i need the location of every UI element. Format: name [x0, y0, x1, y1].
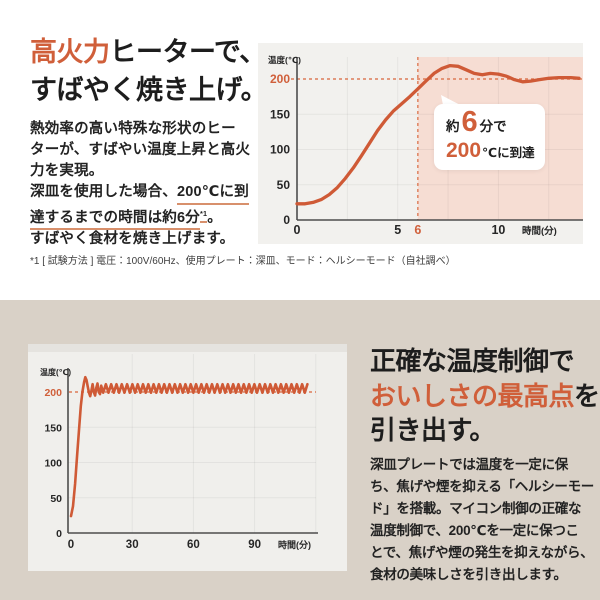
x-tick-label: 30 [126, 539, 139, 551]
text-line: とで、焦げや煙の発生を抑えながら、 [370, 542, 596, 564]
bottom-heading: 正確な温度制御で おいしさの最高点を 引き出す。 [370, 344, 600, 448]
text-run: 引き出す。 [370, 415, 495, 445]
text-line: 力を実現。 [30, 161, 250, 182]
x-axis-label: 時間(分) [522, 225, 557, 237]
text-run: 分で [479, 119, 507, 134]
top-section: 高火力ヒーターで、すばやく焼き上げ。 熱効率の高い特殊な形状のヒー ターが、すばや… [30, 33, 583, 267]
text-run: 力を実現。 [30, 163, 104, 179]
y-tick-label: 50 [277, 178, 291, 192]
y-tick-label: 100 [270, 143, 290, 157]
x-tick-label: 5 [394, 223, 401, 237]
text-run: を [574, 380, 600, 411]
text-run: 高火力 [30, 37, 110, 67]
y-tick-label: 100 [44, 458, 62, 470]
temperature-curve [69, 375, 309, 518]
callout-bubble: 約 6 分で 200 ℃に到達 [434, 104, 545, 170]
x-tick-label: 0 [294, 223, 301, 237]
control-chart-card: 0 50 100 150 200 0 30 60 90 温度(℃) 時間(分) [28, 344, 347, 571]
y-tick-label: 50 [50, 493, 62, 505]
x-axis-label: 時間(分) [278, 539, 311, 550]
text-line: ち、焦げや煙を抑える「ヘルシーモー [370, 476, 596, 498]
text-run: 深皿を使用した場合、 [30, 184, 177, 200]
text-run: 約 [446, 119, 460, 134]
text-run: 200 [446, 139, 482, 162]
text-line: 深皿を使用した場合、200℃に到 [30, 182, 250, 205]
text-run: ド」を搭載。マイコン制御の正確な [370, 500, 582, 516]
heatup-chart-panel: 0 50 100 150 200 0 5 6 10 温度(℃) 時間(分) 約 6 分で 200 ℃に到達 [258, 43, 583, 244]
y-axis-label: 温度(℃) [268, 55, 301, 65]
x-tick-label: 10 [491, 223, 505, 237]
y-tick-label: 150 [270, 107, 290, 121]
top-body-text: 熱効率の高い特殊な形状のヒー ターが、すばやい温度上昇と高火 力を実現。深皿を使用し… [30, 119, 250, 250]
y-tick-label: 200 [44, 387, 62, 399]
text-line: 熱効率の高い特殊な形状のヒー [30, 119, 250, 140]
text-run: 正確な温度制御で [370, 346, 575, 376]
text-line: 正確な温度制御で [370, 344, 596, 379]
callout-line-2: 200 ℃に到達 [446, 139, 535, 163]
bottom-body-text: 深皿プレートでは温度を一定に保ち、焦げや煙を抑える「ヘルシーモー ド」を搭載。マイ… [370, 454, 596, 586]
text-line: 引き出す。 [370, 413, 596, 448]
y-tick-label: 0 [56, 528, 62, 540]
y-axis-label: 温度(℃) [40, 367, 71, 377]
bottom-text-column: 正確な温度制御で おいしさの最高点を 引き出す。 深皿プレートでは温度を一定に保 ち、… [370, 344, 600, 586]
y-tick-label: 200 [270, 72, 290, 86]
x-tick-label: 0 [68, 539, 74, 551]
text-run: ℃に到達 [482, 146, 535, 160]
text-run: すばやく焼き上げ。 [30, 75, 268, 105]
text-line: 深皿プレートでは温度を一定に保 [370, 454, 596, 476]
text-line: すばやく食材を焼き上げます。 [30, 229, 250, 250]
text-run: 。 [207, 209, 222, 226]
y-tick-label: 150 [44, 422, 62, 434]
text-run: 200℃に到 [177, 184, 249, 205]
callout-line-1: 約 6 分で [446, 106, 535, 140]
bottom-section: 0 50 100 150 200 0 30 60 90 温度(℃) 時間(分) 正確な温度制御で おい… [0, 300, 600, 600]
text-run: ち、焦げや煙を抑える「ヘルシーモー [370, 478, 594, 494]
text-line: おいしさの最高点を [370, 379, 600, 414]
text-run: 深皿プレートでは温度を一定に保 [370, 456, 568, 472]
top-heading: 高火力ヒーターで、すばやく焼き上げ。 [30, 33, 268, 109]
text-line: 達するまでの時間は約6分*1。 [30, 203, 250, 231]
text-line: すばやく焼き上げ。 [30, 71, 268, 109]
text-run: 6 [461, 106, 478, 138]
text-line: 温度制御で、200℃を一定に保つこ [370, 520, 596, 542]
text-run: ヒーターで、 [109, 37, 267, 67]
control-chart: 0 50 100 150 200 0 30 60 90 温度(℃) 時間(分) [40, 354, 318, 551]
text-run: 熱効率の高い特殊な形状のヒー [30, 121, 236, 137]
temperature-curve [295, 63, 581, 206]
text-run: 温度制御で、200℃を一定に保つこ [370, 522, 579, 538]
x-tick-label: 60 [187, 539, 200, 551]
text-run: 達するまでの時間は約6分 [30, 209, 200, 231]
x-tick-label: 6 [414, 223, 421, 237]
text-line: ド」を搭載。マイコン制御の正確な [370, 498, 596, 520]
text-line: 食材の美味しさを引き出します。 [370, 564, 596, 586]
text-line: ターが、すばやい温度上昇と高火 [30, 140, 250, 161]
text-run: 食材の美味しさを引き出します。 [370, 566, 567, 582]
x-tick-label: 90 [248, 539, 261, 551]
text-run: すばやく食材を焼き上げます。 [30, 230, 235, 247]
footnote: *1 [ 試験方法 ] 電圧：100V/60Hz、使用プレート：深皿、モード：ヘ… [30, 256, 456, 267]
text-run: *1 [199, 209, 208, 223]
text-run: おいしさの最高点 [370, 380, 575, 411]
text-run: ターが、すばやい温度上昇と高火 [30, 142, 251, 158]
text-run: とで、焦げや煙の発生を抑えながら、 [370, 544, 594, 560]
y-tick-label: 0 [283, 213, 290, 227]
text-line: 高火力ヒーターで、 [30, 33, 267, 71]
